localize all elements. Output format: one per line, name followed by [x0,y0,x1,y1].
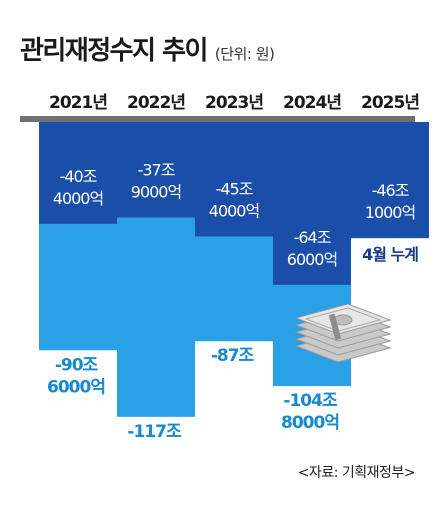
cumulative-value-label: 4000억 [209,201,259,220]
cumulative-value-label: -37조 [138,161,175,180]
year-label: 2021년 [49,93,107,113]
cumulative-bar [351,122,429,239]
unit-label: (단위: 원) [214,45,275,63]
money-stack-bill-border [304,307,382,332]
annual-value-label: -117조 [127,422,182,442]
annual-value-label: 8000억 [281,413,339,433]
cumulative-value-label: -46조 [372,181,409,200]
period-note: 4월 누계 [362,245,418,264]
cumulative-bar [273,122,351,285]
cumulative-bar [39,122,117,224]
cumulative-value-label: 6000억 [287,250,337,269]
year-label: 2022년 [127,93,185,113]
chart-title: 관리재정수지 추이 [20,36,208,66]
cumulative-value-label: 1000억 [365,203,415,222]
year-label: 2024년 [283,93,341,113]
annual-value-label: -104조 [283,391,338,411]
cumulative-bar [117,122,195,218]
cumulative-value-label: -45조 [216,179,253,198]
source-note: <자료: 기획재정부> [297,465,416,481]
year-label: 2025년 [361,93,419,113]
zero-axis-band [20,116,415,122]
money-stack-band [328,313,342,341]
annual-value-label: -90조 [55,355,99,375]
annual-value-label: 6000억 [47,377,105,397]
cumulative-value-label: -64조 [294,228,331,247]
annual-value-label: -87조 [211,346,255,366]
cumulative-value-label: 9000억 [131,183,181,202]
cumulative-value-label: 4000억 [53,189,103,208]
year-label: 2023년 [205,93,263,113]
chart-title-row: 관리재정수지 추이 (단위: 원) [20,30,275,67]
cumulative-value-label: -40조 [60,167,97,186]
cumulative-bar [195,122,273,237]
